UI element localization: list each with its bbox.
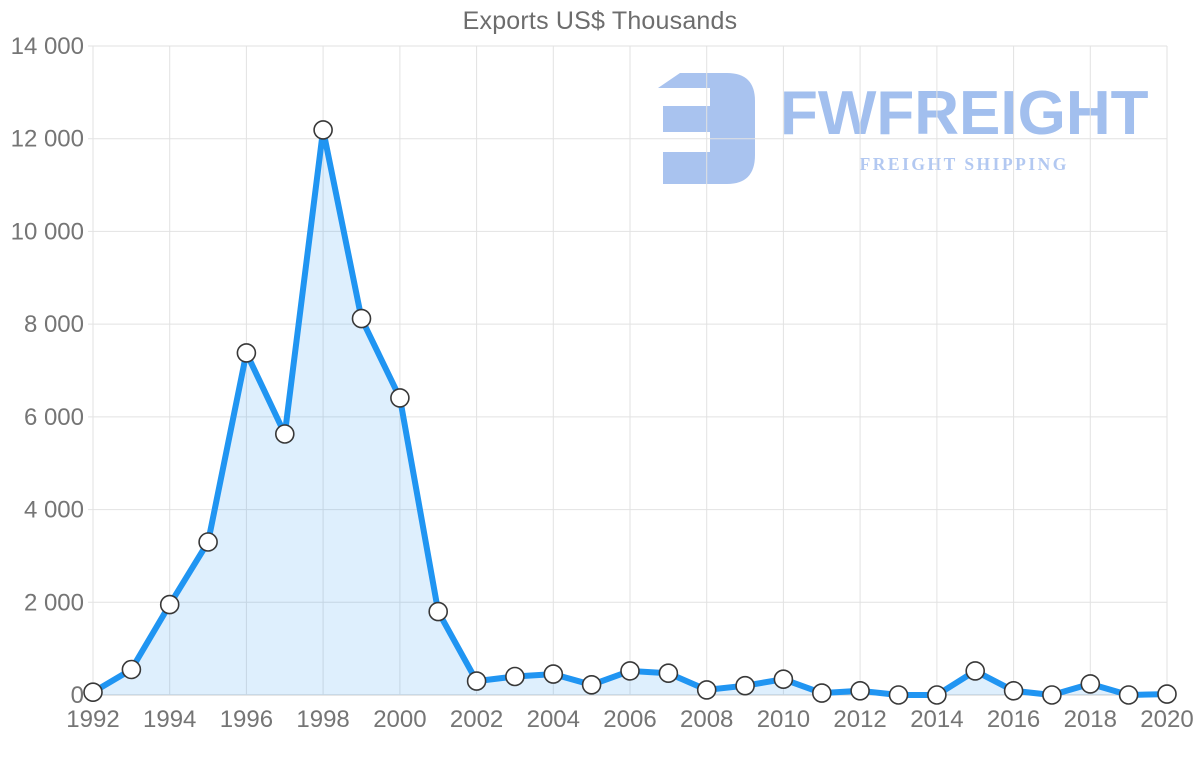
data-point-2000[interactable] [390,388,410,408]
x-tick-label-1996: 1996 [220,706,273,733]
x-tick-label-2006: 2006 [603,706,656,733]
data-point-2020[interactable] [1157,684,1177,704]
data-point-1995[interactable] [198,532,218,552]
data-point-2009[interactable] [735,675,755,696]
watermark-tagline-text: FREIGHT SHIPPING [859,153,1069,174]
data-point-1994[interactable] [159,594,180,615]
x-tick-label-1992: 1992 [66,706,119,733]
data-point-1998[interactable] [313,120,333,140]
y-tick-label-8000: 8 000 [24,311,84,338]
x-tick-label-2020: 2020 [1140,706,1193,733]
data-point-2016[interactable] [1003,680,1024,701]
watermark-brand-text: FWFREIGHT [780,78,1149,148]
data-point-2010[interactable] [773,669,794,690]
y-tick-label-2000: 2 000 [24,589,84,616]
data-point-2004[interactable] [543,664,564,684]
data-point-2015[interactable] [965,661,986,681]
y-tick-label-10000: 10 000 [11,218,84,245]
data-point-2014[interactable] [927,685,947,705]
data-point-2017[interactable] [1042,685,1062,705]
data-point-2013[interactable] [888,685,909,705]
data-point-2011[interactable] [811,683,832,703]
x-tick-label-1994: 1994 [143,706,196,733]
data-point-2019[interactable] [1118,685,1139,705]
data-point-1996[interactable] [236,343,257,363]
data-point-1993[interactable] [121,659,142,680]
x-tick-label-2004: 2004 [527,706,580,733]
data-point-2003[interactable] [505,666,525,687]
x-tick-label-2000: 2000 [373,706,426,733]
data-point-2006[interactable] [620,661,640,681]
x-tick-label-2014: 2014 [910,706,963,733]
x-tick-label-2008: 2008 [680,706,733,733]
data-point-2008[interactable] [696,680,717,700]
data-point-1997[interactable] [274,424,295,444]
data-point-1992[interactable] [83,682,103,703]
x-tick-label-2002: 2002 [450,706,503,733]
data-point-2018[interactable] [1080,674,1101,694]
data-point-2012[interactable] [850,680,870,701]
y-tick-label-14000: 14 000 [11,33,84,60]
fwfreight-watermark: FWFREIGHT FREIGHT SHIPPING [646,72,1149,185]
series-area-fill [93,129,1167,695]
y-tick-label-4000: 4 000 [24,497,84,524]
data-point-2007[interactable] [658,663,679,684]
fwfreight-logo-text: FWFREIGHT FREIGHT SHIPPING [780,78,1149,175]
x-tick-label-2010: 2010 [757,706,810,733]
data-point-2001[interactable] [428,601,449,622]
x-tick-label-1998: 1998 [296,706,349,733]
y-tick-label-12000: 12 000 [11,126,84,153]
x-tick-label-2016: 2016 [987,706,1040,733]
data-point-2005[interactable] [581,674,602,695]
x-tick-label-2012: 2012 [833,706,886,733]
chart-title: Exports US$ Thousands [462,7,738,35]
y-tick-label-0: 0 [71,682,84,709]
data-point-2002[interactable] [466,671,487,691]
data-point-1999[interactable] [351,308,372,329]
y-tick-label-6000: 6 000 [24,404,84,431]
x-tick-label-2018: 2018 [1064,706,1117,733]
